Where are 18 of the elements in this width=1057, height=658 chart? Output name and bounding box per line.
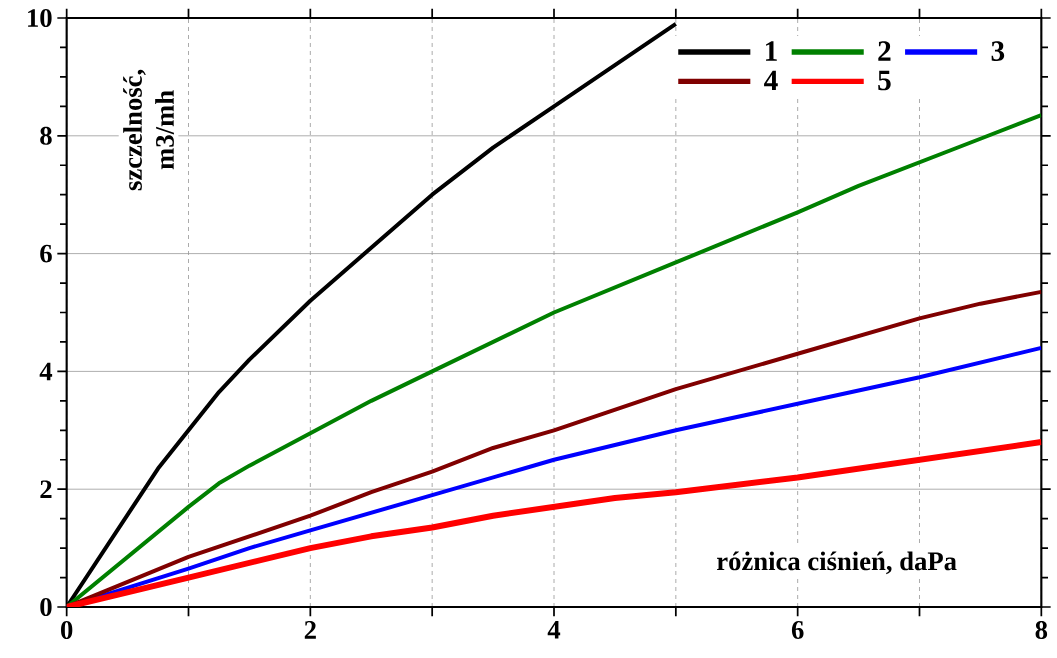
y-tick-label: 0 bbox=[40, 598, 52, 616]
legend-label: 4 bbox=[764, 70, 778, 90]
x-tick-label: 0 bbox=[61, 621, 73, 640]
legend-label: 3 bbox=[991, 41, 1005, 61]
legend-label: 5 bbox=[878, 70, 891, 91]
legend-label: 2 bbox=[878, 41, 891, 61]
y-tick-label: 4 bbox=[39, 362, 53, 381]
x-axis-title: różnica ciśnień, daPa bbox=[716, 551, 957, 575]
x-tick-label: 2 bbox=[304, 621, 316, 639]
y-tick-label: 2 bbox=[40, 480, 52, 499]
x-tick-label: 8 bbox=[1035, 621, 1048, 640]
y-tick-label: 8 bbox=[40, 126, 52, 145]
y-tick-label: 10 bbox=[28, 9, 52, 27]
legend-label: 1 bbox=[766, 41, 777, 61]
x-tick-label: 6 bbox=[791, 621, 804, 639]
x-tick-label: 4 bbox=[547, 621, 561, 639]
y-axis-title: szczelność, m3/mh bbox=[123, 69, 174, 191]
y-tick-label: 6 bbox=[40, 244, 52, 263]
